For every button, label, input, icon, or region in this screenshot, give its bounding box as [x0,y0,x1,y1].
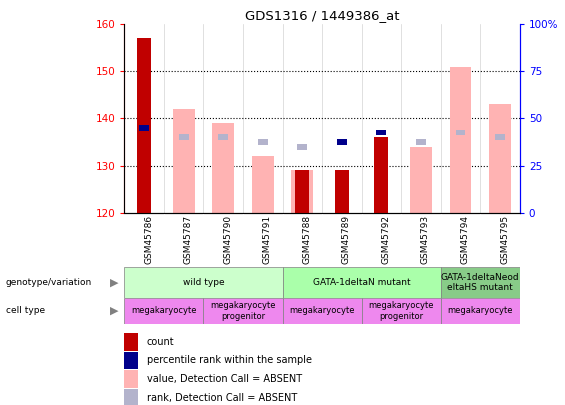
Bar [252,156,273,213]
Bar [137,38,151,213]
Bar [218,134,228,140]
Text: wild type: wild type [182,278,224,287]
Bar [282,267,441,298]
Text: megakaryocyte: megakaryocyte [447,306,513,315]
Text: cell type: cell type [6,306,45,315]
Text: GSM45786: GSM45786 [144,215,153,264]
Bar [489,104,511,213]
Bar [416,139,426,145]
Bar [337,139,347,145]
Text: GSM45795: GSM45795 [500,215,509,264]
Bar [212,123,234,213]
Text: GSM45794: GSM45794 [460,215,470,264]
Bar [139,125,149,131]
Bar [124,389,138,405]
Bar [375,137,388,213]
Bar [203,298,282,324]
Bar [495,134,505,140]
Text: GSM45790: GSM45790 [223,215,232,264]
Bar [450,67,471,213]
Text: GSM45791: GSM45791 [263,215,272,264]
Text: megakaryocyte: megakaryocyte [289,306,355,315]
Bar [282,298,362,324]
Bar [441,267,520,298]
Title: GDS1316 / 1449386_at: GDS1316 / 1449386_at [245,9,399,22]
Text: GSM45793: GSM45793 [421,215,430,264]
Bar [295,170,309,213]
Bar [124,267,282,298]
Bar [139,130,149,135]
Text: value, Detection Call = ABSENT: value, Detection Call = ABSENT [147,374,302,384]
Text: GSM45787: GSM45787 [184,215,193,264]
Text: megakaryocyte
progenitor: megakaryocyte progenitor [368,301,434,320]
Bar [376,130,386,135]
Text: genotype/variation: genotype/variation [6,278,92,287]
Text: megakaryocyte: megakaryocyte [131,306,197,315]
Bar [362,298,441,324]
Bar [258,139,268,145]
Text: percentile rank within the sample: percentile rank within the sample [147,356,312,365]
Bar [292,170,313,213]
Bar [410,147,432,213]
Text: megakaryocyte
progenitor: megakaryocyte progenitor [210,301,276,320]
Bar [335,170,349,213]
Text: ▶: ▶ [110,277,119,288]
Bar [297,144,307,149]
Text: rank, Detection Call = ABSENT: rank, Detection Call = ABSENT [147,393,297,403]
Text: GSM45788: GSM45788 [302,215,311,264]
Text: GATA-1deltaN mutant: GATA-1deltaN mutant [313,278,410,287]
Bar [124,298,203,324]
Text: ▶: ▶ [110,306,119,316]
Text: GSM45792: GSM45792 [381,215,390,264]
Text: count: count [147,337,175,347]
Bar [124,352,138,369]
Bar [179,134,189,140]
Bar [173,109,194,213]
Bar [455,130,466,135]
Text: GATA-1deltaNeod
eltaHS mutant: GATA-1deltaNeod eltaHS mutant [441,273,520,292]
Bar [124,370,138,388]
Bar [124,333,138,351]
Text: GSM45789: GSM45789 [342,215,351,264]
Bar [441,298,520,324]
